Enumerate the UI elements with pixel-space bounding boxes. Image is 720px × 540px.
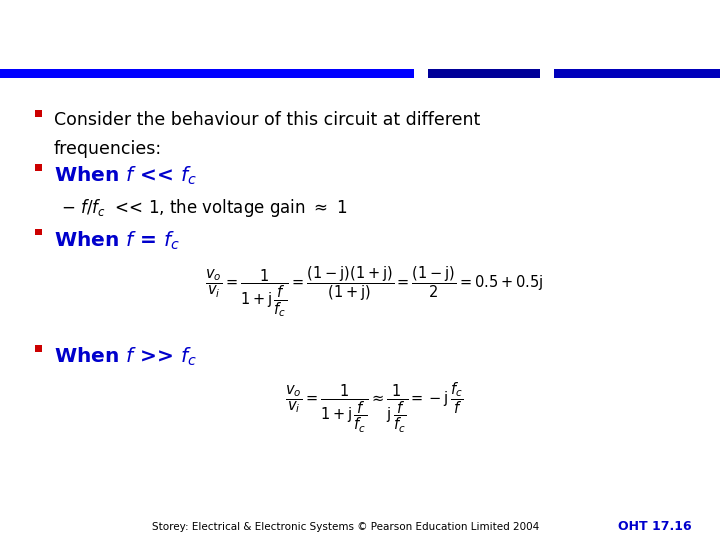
Bar bbox=[0, 69, 414, 78]
Bar bbox=[35, 164, 42, 171]
Bar bbox=[35, 345, 42, 352]
Text: frequencies:: frequencies: bbox=[54, 140, 162, 158]
Text: $\dfrac{v_o}{v_i} = \dfrac{1}{1+\mathrm{j}\,\dfrac{f}{f_c}} \approx \dfrac{1}{\m: $\dfrac{v_o}{v_i} = \dfrac{1}{1+\mathrm{… bbox=[285, 381, 464, 435]
Bar bbox=[35, 110, 42, 117]
Text: OHT 17.16: OHT 17.16 bbox=[618, 520, 691, 533]
Text: $-$ $f/f_c$  << 1, the voltage gain $\approx$ 1: $-$ $f/f_c$ << 1, the voltage gain $\app… bbox=[61, 197, 348, 219]
Text: When $\mathbf{\mathit{f}}$ = $\mathbf{\mathit{f_c}}$: When $\mathbf{\mathit{f}}$ = $\mathbf{\m… bbox=[54, 230, 180, 252]
Text: Storey: Electrical & Electronic Systems © Pearson Education Limited 2004: Storey: Electrical & Electronic Systems … bbox=[152, 522, 539, 531]
Bar bbox=[35, 229, 42, 235]
Text: When $\mathbf{\mathit{f}}$ << $\mathbf{\mathit{f_c}}$: When $\mathbf{\mathit{f}}$ << $\mathbf{\… bbox=[54, 165, 197, 187]
Text: $\dfrac{v_o}{v_i} = \dfrac{1}{1+\mathrm{j}\,\dfrac{f}{f_c}} = \dfrac{(1-\mathrm{: $\dfrac{v_o}{v_i} = \dfrac{1}{1+\mathrm{… bbox=[205, 265, 544, 320]
Bar bbox=[554, 69, 720, 78]
Text: Consider the behaviour of this circuit at different: Consider the behaviour of this circuit a… bbox=[54, 111, 480, 129]
Bar bbox=[428, 69, 540, 78]
Text: When $\mathbf{\mathit{f}}$ >> $\mathbf{\mathit{f_c}}$: When $\mathbf{\mathit{f}}$ >> $\mathbf{\… bbox=[54, 346, 197, 368]
